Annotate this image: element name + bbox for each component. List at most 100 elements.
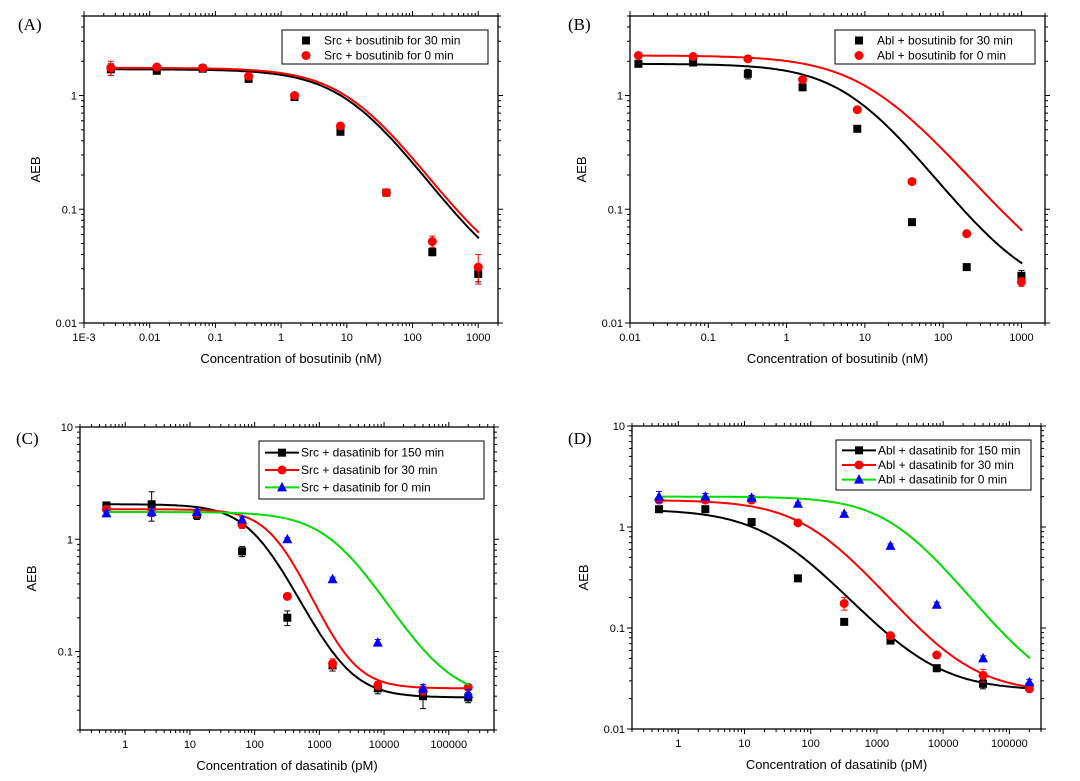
fit-curve [109,66,480,234]
data-point [654,491,665,501]
x-tick-label: 0.1 [208,332,223,344]
data-point [688,52,698,62]
data-point [101,507,112,518]
data-point [792,498,803,508]
legend-item: Src + dasatinib for 150 min [265,446,444,460]
legend-marker [301,51,311,60]
y-axis-title: AEB [574,156,589,182]
fit-curve [657,495,1031,659]
y-tick-label: 0.1 [62,204,77,216]
data-point [798,83,807,92]
data-point [978,670,988,680]
legend-item: Abl + bosutinib for 30 min [855,34,1013,48]
series-3 [101,506,474,700]
data-point [798,75,808,85]
x-tick-label: 1 [122,739,128,751]
x-tick-label: 0.1 [701,332,716,344]
data-point [381,188,391,198]
legend-label: Src + bosutinib for 30 min [324,34,460,48]
data-point [428,248,437,257]
legend-item: Abl + dasatinib for 0 min [842,473,1007,487]
data-point [282,591,292,601]
legend-item: Src + dasatinib for 0 min [265,480,431,494]
x-axis-title: Concentration of bosutinib (nM) [747,351,928,366]
fit-curve [657,509,1031,690]
data-point [463,688,474,698]
data-point [328,659,338,669]
legend-marker [854,474,864,484]
data-point [907,218,916,227]
x-tick-label: 100 [245,739,263,751]
data-point [283,613,292,622]
legend-label: Abl + dasatinib for 30 min [878,458,1014,472]
legend-item: Abl + dasatinib for 150 min [842,443,1020,457]
y-tick-label: 1 [619,522,625,534]
data-point [962,263,971,272]
plot-frame [629,15,1046,324]
x-tick-label: 100 [403,332,421,344]
data-point [146,506,157,516]
legend-label: Abl + dasatinib for 150 min [878,443,1020,457]
y-axis-title: AEB [28,156,43,182]
data-point [793,518,803,528]
y-axis: 0.01 0.1 1 [602,15,1050,330]
chart-panel-b: (B) 0.01 0.1 1 10 100 1000 0.01 0.1 1 Concentratio… [568,11,1050,366]
legend-box [281,29,489,65]
fit-curve [657,499,1031,688]
series-3 [654,490,1035,687]
data-point [152,62,162,72]
legend-box [834,29,1036,65]
legend-item: Abl + bosutinib for 0 min [854,49,1006,63]
legend-label: Abl + bosutinib for 0 min [877,49,1006,63]
y-axis: 0.1 1 10 [58,422,499,731]
data-point [335,121,345,131]
legend-label: Abl + bosutinib for 30 min [877,34,1013,48]
legend-marker [855,446,863,455]
plot-frame [83,15,499,324]
data-point [372,637,383,647]
y-tick-label: 0.1 [610,623,625,635]
x-tick-label: 100 [802,738,820,750]
x-axis-title: Concentration of bosutinib (nM) [200,351,381,366]
data-point [689,58,698,67]
legend-marker [277,465,287,475]
fit-curve [105,511,470,686]
data-point [885,631,895,641]
data-point [931,599,942,609]
data-point [1024,684,1034,694]
x-axis: 1 10 100 1000 10000 100000 [631,421,1042,750]
x-tick-label: 100000 [991,738,1028,750]
data-point [290,91,300,101]
fit-curve [105,503,469,699]
y-tick-label: 1 [67,534,73,546]
x-tick-label: 10 [341,332,353,344]
legend-label: Src + dasatinib for 0 min [301,480,431,494]
data-point [793,574,802,583]
x-tick-label: 1000 [1009,332,1033,344]
legend-label: Src + bosutinib for 0 min [324,49,454,63]
x-tick-label: 0.01 [139,332,160,344]
panel-label: (D) [568,429,592,448]
data-point [191,506,202,516]
panel-label: (C) [16,429,39,448]
data-point [418,682,429,693]
legend-marker [278,448,286,457]
legend-item: Src + bosutinib for 0 min [301,49,454,63]
fit-curve [636,62,1023,265]
x-tick-label: 1 [784,332,790,344]
y-axis-title: AEB [576,564,591,590]
y-tick-label: 0.01 [602,318,623,330]
data-point [198,63,208,73]
legend-marker [854,460,864,470]
y-tick-label: 1 [617,91,623,103]
x-axis-title: Concentration of dasatinib (pM) [196,758,377,773]
data-point [1016,277,1026,287]
data-point [1017,271,1026,280]
data-point [979,679,988,688]
data-point [886,636,895,645]
fit-curve [105,508,469,690]
data-point [147,500,156,509]
data-point [907,177,917,187]
panel-label: (A) [18,15,42,34]
